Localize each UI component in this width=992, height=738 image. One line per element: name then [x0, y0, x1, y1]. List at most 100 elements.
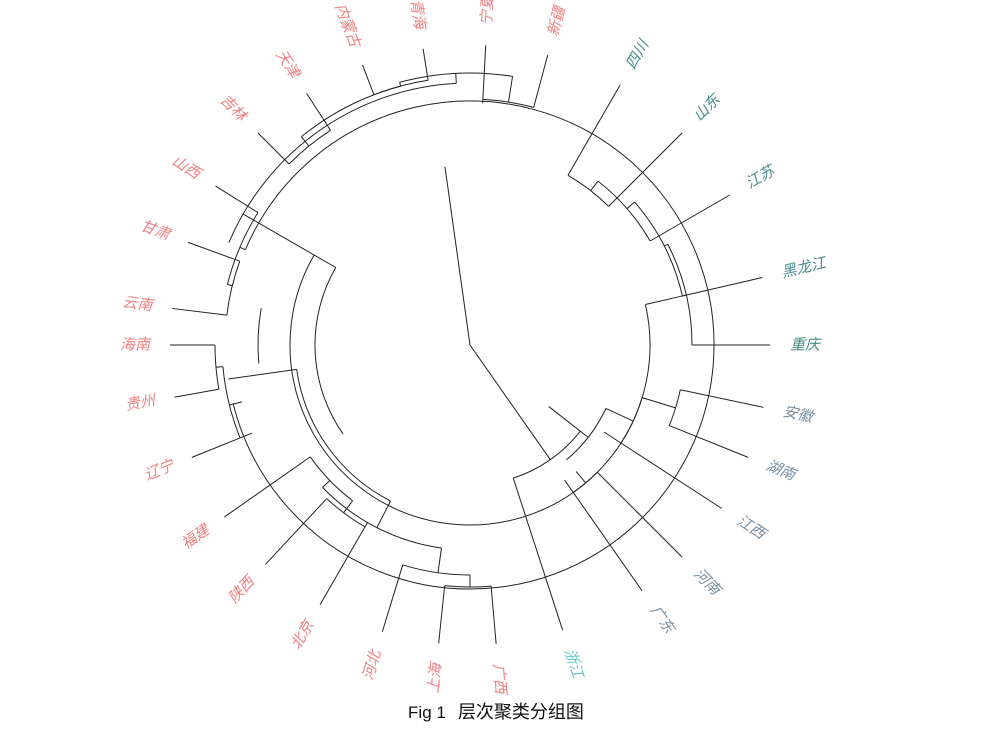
- leaf-branch: [265, 498, 328, 565]
- figure-caption: Fig 1 层次聚类分组图: [0, 698, 992, 724]
- leaf-label: 山东: [690, 89, 725, 124]
- leaf-branch: [306, 93, 331, 131]
- leaf-label: 内蒙古: [331, 1, 365, 51]
- leaf-label: 黑龙江: [780, 253, 830, 281]
- leaf-label: 广东: [647, 602, 680, 639]
- merge-arc: [222, 366, 241, 439]
- merge-arc: [326, 498, 366, 528]
- leaf-label: 海南: [120, 336, 152, 354]
- merge-arc: [309, 456, 353, 502]
- leaf-label: 天津: [272, 46, 305, 83]
- leaf-label: 北京: [287, 616, 319, 653]
- merge-stem: [239, 246, 246, 251]
- merge-stem: [227, 284, 233, 287]
- merge-stem: [590, 180, 599, 191]
- leaf-branch: [191, 432, 253, 458]
- leaf-branch: [422, 48, 429, 81]
- leaf-label: 吉林: [216, 91, 251, 126]
- merge-stem: [507, 80, 513, 103]
- merge-stem: [626, 201, 635, 209]
- root-stem: [444, 166, 471, 346]
- merge-arc: [232, 100, 715, 590]
- leaf-branch: [603, 431, 722, 509]
- merge-arc: [226, 261, 241, 316]
- leaf-label: 四川: [622, 35, 654, 72]
- leaf-branch: [490, 586, 497, 644]
- leaf-label: 云南: [122, 293, 156, 315]
- leaf-label: 江西: [734, 511, 771, 544]
- merge-arc: [296, 369, 391, 502]
- leaf-label: 甘肃: [138, 216, 174, 244]
- merge-stem: [548, 406, 589, 438]
- caption-label: Fig 1: [408, 703, 446, 722]
- merge-stem: [605, 407, 634, 422]
- leaf-branch: [215, 185, 259, 213]
- merge-arc: [667, 243, 693, 346]
- merge-arc: [566, 408, 607, 461]
- leaf-branch: [669, 425, 749, 458]
- leaf-branch: [512, 477, 564, 631]
- leaf-label: 贵州: [124, 391, 159, 414]
- merge-stem: [259, 368, 297, 375]
- root-stem: [469, 344, 528, 428]
- leaf-branch: [564, 479, 643, 592]
- merge-stem: [215, 366, 223, 368]
- leaf-label: 宁夏: [477, 0, 497, 26]
- leaf-branch: [533, 55, 549, 108]
- merge-stem: [511, 76, 514, 81]
- leaf-label: 河南: [690, 565, 725, 600]
- merge-stem: [399, 82, 402, 87]
- dendrogram-branches: [170, 45, 770, 644]
- leaf-branch: [187, 241, 240, 262]
- merge-stem: [575, 471, 587, 484]
- merge-arc: [567, 174, 609, 207]
- merge-arc: [314, 267, 344, 435]
- leaf-label: 上海: [424, 660, 445, 694]
- leaf-branch: [608, 132, 683, 207]
- merge-arc: [402, 564, 471, 576]
- merge-arc: [288, 129, 331, 165]
- merge-arc: [226, 212, 259, 285]
- leaf-branch: [257, 132, 290, 165]
- leaf-label: 江苏: [742, 161, 779, 193]
- merge-arc: [228, 82, 457, 243]
- leaf-label: 重庆: [790, 336, 822, 354]
- merge-arc: [597, 180, 651, 242]
- merge-stem: [376, 500, 391, 528]
- caption-text: 层次聚类分组图: [457, 702, 584, 723]
- merge-stem: [645, 294, 687, 305]
- leaf-branch: [682, 277, 763, 297]
- merge-arc: [257, 308, 262, 364]
- merge-stem: [526, 426, 551, 460]
- leaf-branch: [438, 585, 446, 644]
- merge-stem: [229, 401, 243, 406]
- merge-arc: [668, 389, 681, 426]
- merge-arc: [322, 487, 442, 549]
- leaf-label: 河北: [359, 646, 386, 682]
- merge-stem: [343, 500, 354, 514]
- leaf-label: 广西: [489, 663, 510, 696]
- merge-stem: [641, 397, 676, 409]
- merge-stem: [228, 374, 261, 380]
- leaf-label: 湖南: [764, 456, 800, 485]
- merge-arc: [444, 585, 492, 588]
- merge-stem: [322, 480, 331, 488]
- leaf-branch: [596, 471, 683, 558]
- leaf-branch: [319, 522, 368, 606]
- leaf-branch: [482, 45, 487, 104]
- merge-stem: [455, 73, 457, 84]
- leaf-label: 山西: [169, 151, 206, 183]
- leaf-label: 浙江: [561, 646, 588, 682]
- leaf-label: 福建: [178, 520, 215, 553]
- merge-arc: [634, 201, 683, 297]
- leaf-branch: [567, 84, 621, 176]
- leaf-label: 青海: [407, 0, 430, 32]
- leaf-labels: 重庆 黑龙江 江苏 山东 四川 新疆 宁夏 青海 内蒙古天津吉林山西甘肃云南海南贵州辽宁福建陕西…: [120, 0, 830, 696]
- leaf-branch: [223, 456, 311, 518]
- leaf-label: 安徽: [781, 402, 816, 426]
- leaf-label: 辽宁: [142, 455, 178, 484]
- merge-stem: [242, 213, 337, 268]
- merge-arc: [289, 254, 651, 526]
- merge-stem: [664, 243, 669, 247]
